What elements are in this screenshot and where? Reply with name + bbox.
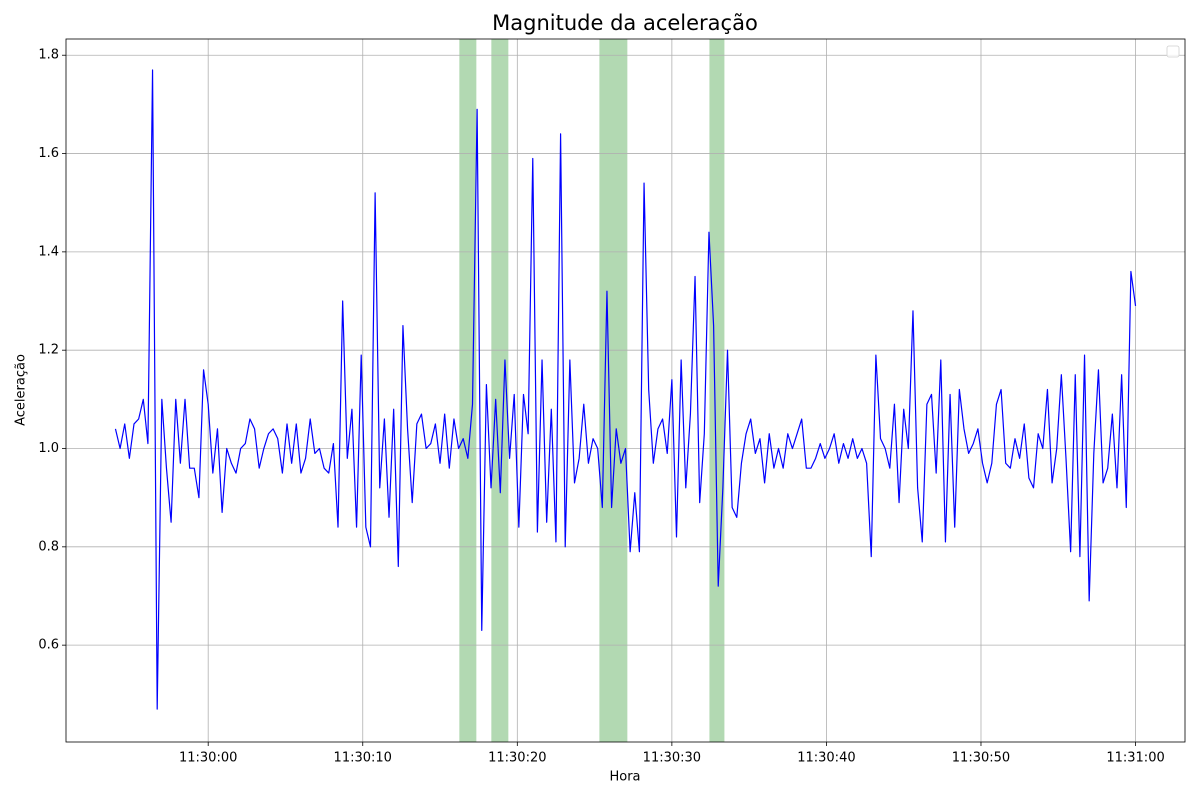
highlight-span	[459, 39, 477, 742]
x-tick-label: 11:31:00	[1106, 751, 1164, 766]
y-tick-label: 1.8	[38, 48, 59, 63]
plot-frame	[65, 38, 1186, 743]
y-tick-label: 1.2	[38, 343, 59, 358]
x-tick-label: 11:30:50	[952, 751, 1010, 766]
y-tick-label: 0.8	[38, 539, 59, 554]
chart-title: Magnitude da aceleração	[492, 11, 758, 35]
y-tick-label: 1.4	[38, 244, 59, 259]
x-tick-label: 11:30:40	[797, 751, 855, 766]
y-axis-label: Aceleração	[14, 354, 29, 426]
highlight-span	[709, 39, 725, 742]
x-tick-label: 11:30:10	[334, 751, 392, 766]
data-line	[114, 69, 1137, 710]
y-tick-label: 1.6	[38, 146, 59, 161]
legend	[1166, 45, 1180, 58]
y-tick-label: 0.6	[38, 638, 59, 653]
highlight-span	[599, 39, 628, 742]
x-axis-label: Hora	[609, 770, 640, 785]
y-tick-label: 1.0	[38, 441, 59, 456]
x-tick-label: 11:30:20	[488, 751, 546, 766]
x-tick-label: 11:30:30	[643, 751, 701, 766]
x-tick-label: 11:30:00	[179, 751, 237, 766]
highlight-span	[491, 39, 509, 742]
